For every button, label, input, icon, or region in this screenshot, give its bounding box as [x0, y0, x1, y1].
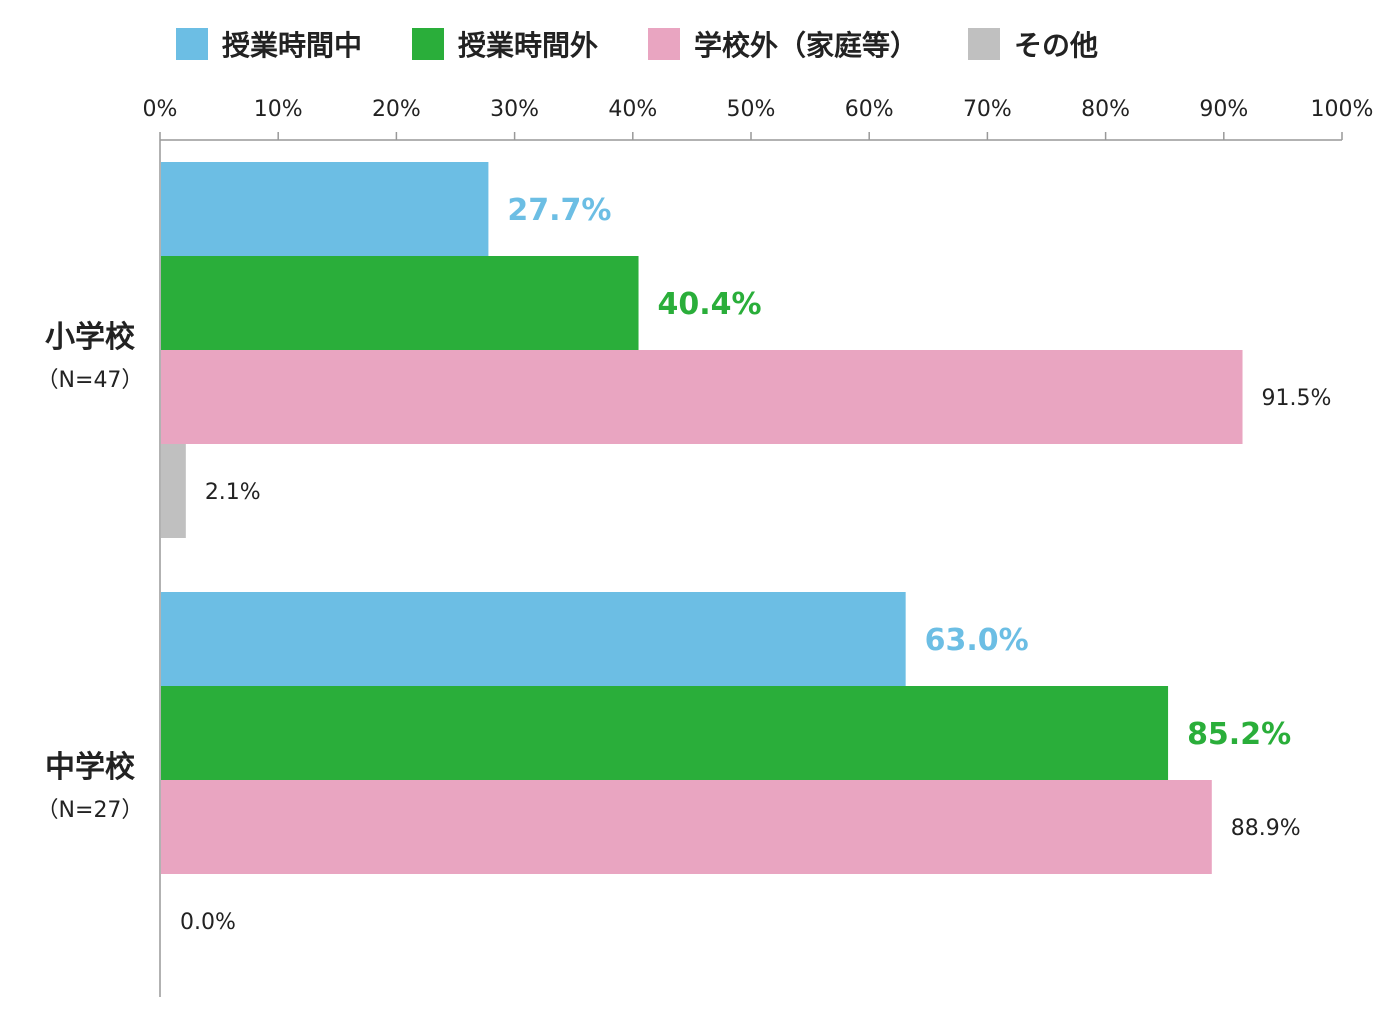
bar — [161, 592, 906, 686]
legend-item: その他 — [968, 24, 1098, 64]
tick-label: 80% — [1081, 97, 1130, 122]
legend-swatch — [648, 28, 681, 60]
legend-swatch — [968, 28, 1001, 60]
tick-label: 100% — [1311, 97, 1374, 122]
tick-label: 40% — [608, 97, 657, 122]
group-label: 中学校 （N=27） — [30, 742, 150, 824]
tick-label: 20% — [372, 97, 421, 122]
tick-label: 0% — [143, 97, 178, 122]
data-label: 88.9% — [1231, 816, 1301, 841]
bar — [161, 780, 1212, 874]
legend-label: 学校外（家庭等） — [694, 29, 919, 62]
data-label: 27.7% — [507, 193, 611, 228]
data-label: 40.4% — [658, 287, 762, 322]
data-label: 0.0% — [180, 910, 236, 935]
data-label: 63.0% — [925, 623, 1029, 658]
tick-label: 90% — [1199, 97, 1248, 122]
legend-item: 授業時間外 — [412, 24, 598, 64]
bar — [161, 444, 186, 538]
group-label: 小学校 （N=47） — [30, 312, 150, 394]
tick-label: 70% — [963, 97, 1012, 122]
data-label: 91.5% — [1262, 386, 1332, 411]
bar — [161, 686, 1169, 780]
group-sample-size: （N=47） — [36, 368, 144, 393]
legend-item: 学校外（家庭等） — [648, 24, 918, 64]
legend: 授業時間中 授業時間外 学校外（家庭等） その他 — [176, 22, 1148, 66]
bar — [161, 162, 489, 256]
legend-swatch — [412, 28, 445, 60]
bar — [161, 350, 1243, 444]
group-name: 小学校 — [45, 320, 135, 355]
tick-label: 30% — [490, 97, 539, 122]
legend-label: その他 — [1014, 29, 1099, 62]
tick-label: 60% — [845, 97, 894, 122]
legend-label: 授業時間中 — [222, 29, 363, 62]
group-sample-size: （N=27） — [36, 798, 144, 823]
group-name: 中学校 — [45, 750, 135, 785]
bar — [161, 256, 639, 350]
legend-item: 授業時間中 — [176, 24, 362, 64]
tick-label: 10% — [254, 97, 303, 122]
tick-label: 50% — [727, 97, 776, 122]
legend-swatch — [176, 28, 208, 60]
data-label: 2.1% — [205, 480, 261, 505]
legend-label: 授業時間外 — [458, 29, 599, 62]
data-label: 85.2% — [1187, 717, 1291, 752]
